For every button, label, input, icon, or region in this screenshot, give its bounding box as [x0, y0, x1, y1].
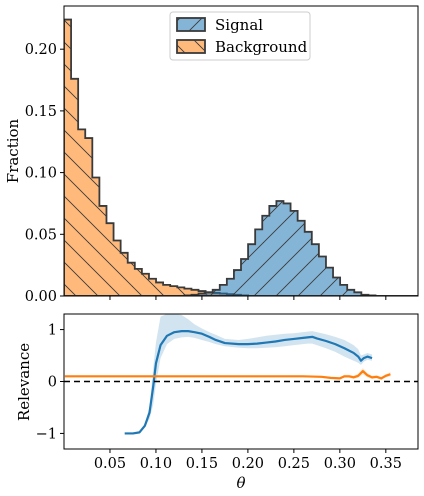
relevance-x-tick-label: 0.25: [278, 456, 310, 472]
relevance-y-ticks: −1 0 1: [36, 323, 64, 442]
legend-label-background: Background: [215, 38, 308, 56]
relevance-line-blue: [124, 330, 373, 435]
histogram-y-tick-label: 0.00: [25, 289, 57, 305]
histogram-x-ticks: [109, 296, 387, 300]
relevance-x-tick-label: 0.30: [324, 456, 356, 472]
histogram-hatch-signal: [64, 200, 418, 296]
relevance-y-axis-label: Relevance: [15, 343, 33, 421]
relevance-y-tick-label: 1: [48, 323, 57, 339]
relevance-x-tick-label: 0.20: [232, 456, 264, 472]
legend-hatch-background: [177, 40, 205, 53]
relevance-y-tick-label: 0: [48, 375, 57, 391]
histogram-y-ticks: 0.00 0.05 0.10 0.15 0.20: [25, 42, 64, 305]
relevance-x-tick-label: 0.10: [140, 456, 172, 472]
histogram-outline-background: [64, 18, 418, 296]
legend-entry-background: Background: [176, 38, 308, 56]
histogram-hatch-background: [64, 19, 418, 296]
relevance-x-tick-label: 0.35: [370, 456, 402, 472]
relevance-x-ticks: 0.05 0.10 0.15 0.20 0.25 0.30 0.35: [94, 449, 402, 472]
legend-hatch-signal: [177, 18, 205, 31]
relevance-x-tick-label: 0.05: [94, 456, 126, 472]
relevance-line-orange: [64, 370, 391, 380]
histogram-y-tick-label: 0.05: [25, 227, 57, 243]
histogram-panel: 0.00 0.05 0.10 0.15 0.20 Fraction Signal Bac…: [4, 5, 419, 305]
legend-entry-signal: Signal: [176, 16, 263, 34]
histogram-outline-signal: [64, 200, 418, 296]
histogram-axes-frame: [63, 5, 419, 297]
legend-label-signal: Signal: [215, 16, 263, 34]
relevance-x-axis-label: θ: [236, 474, 245, 492]
histogram-y-tick-label: 0.10: [25, 166, 57, 182]
histogram-bars: [64, 18, 418, 296]
relevance-y-tick-label: −1: [36, 426, 57, 442]
relevance-panel: −1 0 1 0.05 0.10 0.15 0.20 0.25 0.30 0.35 Releva…: [15, 313, 419, 492]
histogram-y-tick-label: 0.20: [25, 42, 57, 58]
relevance-plot-area: [64, 314, 418, 435]
relevance-band-blue: [124, 314, 373, 434]
histogram-y-axis-label: Fraction: [4, 118, 22, 183]
histogram-legend: Signal Background: [169, 11, 311, 61]
histogram-y-tick-label: 0.15: [25, 104, 57, 120]
relevance-x-tick-label: 0.15: [186, 456, 218, 472]
